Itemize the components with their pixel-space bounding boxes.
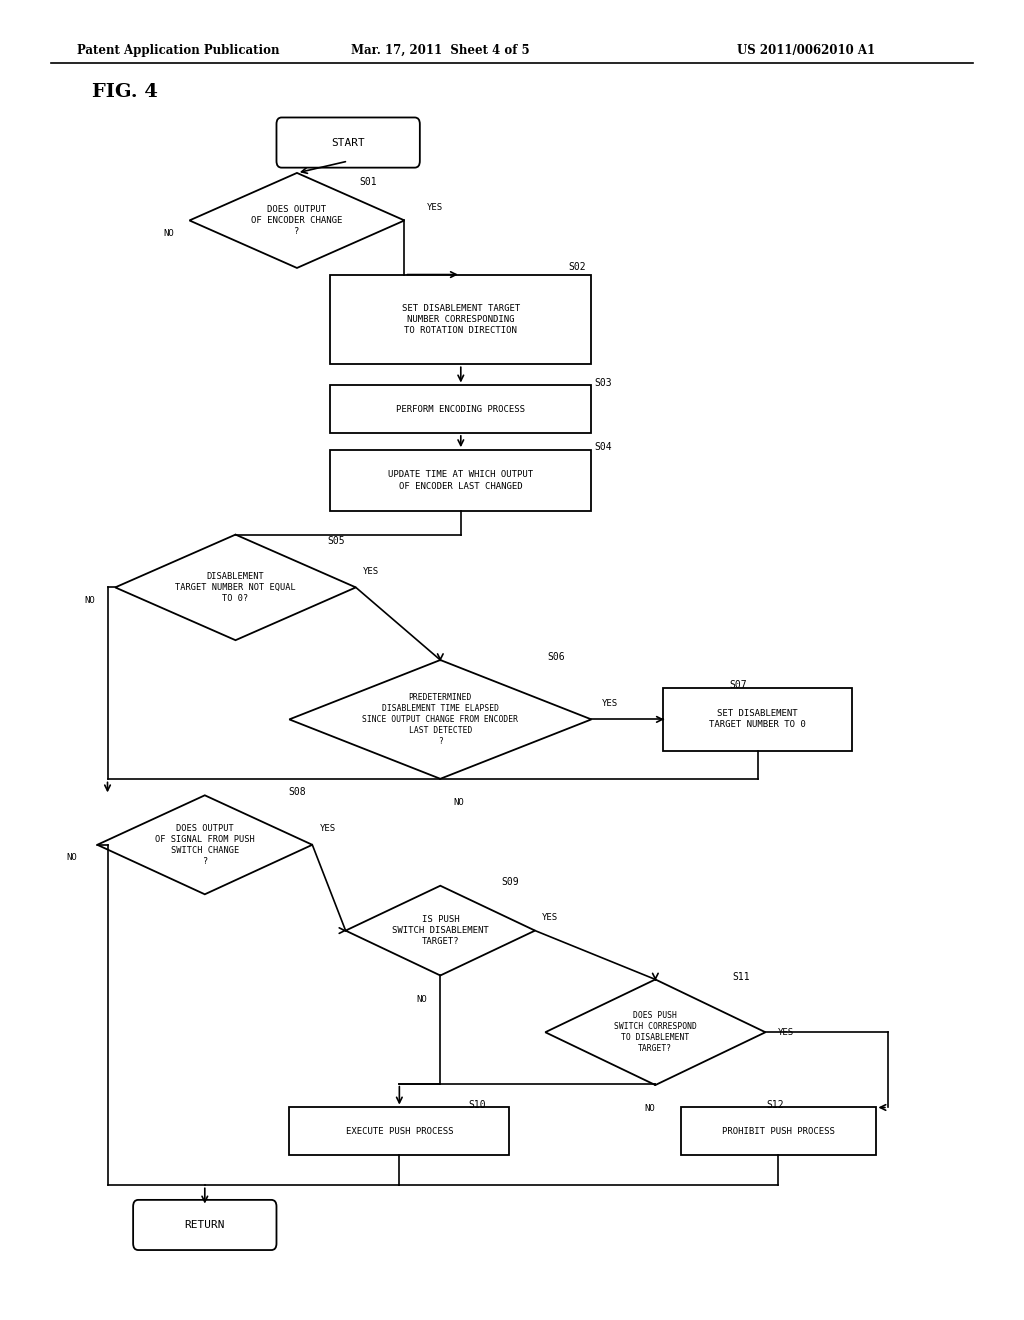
Text: DISABLEMENT
TARGET NUMBER NOT EQUAL
TO 0?: DISABLEMENT TARGET NUMBER NOT EQUAL TO 0… xyxy=(175,572,296,603)
FancyBboxPatch shape xyxy=(133,1200,276,1250)
Text: S12: S12 xyxy=(766,1100,783,1110)
Text: S10: S10 xyxy=(468,1100,485,1110)
Bar xyxy=(681,1107,876,1155)
Text: S05: S05 xyxy=(328,536,345,546)
Text: US 2011/0062010 A1: US 2011/0062010 A1 xyxy=(737,44,876,57)
Text: Patent Application Publication: Patent Application Publication xyxy=(77,44,280,57)
Text: SET DISABLEMENT TARGET
NUMBER CORRESPONDING
TO ROTATION DIRECTION: SET DISABLEMENT TARGET NUMBER CORRESPOND… xyxy=(401,304,520,335)
Text: S04: S04 xyxy=(594,442,611,453)
Text: EXECUTE PUSH PROCESS: EXECUTE PUSH PROCESS xyxy=(346,1127,453,1135)
Text: NO: NO xyxy=(417,995,427,1003)
Text: START: START xyxy=(332,137,365,148)
Text: PREDETERMINED
DISABLEMENT TIME ELAPSED
SINCE OUTPUT CHANGE FROM ENCODER
LAST DET: PREDETERMINED DISABLEMENT TIME ELAPSED S… xyxy=(362,693,518,746)
Bar xyxy=(664,688,852,751)
Text: YES: YES xyxy=(364,568,379,576)
Text: FIG. 4: FIG. 4 xyxy=(92,83,158,102)
Bar xyxy=(290,1107,510,1155)
Text: Mar. 17, 2011  Sheet 4 of 5: Mar. 17, 2011 Sheet 4 of 5 xyxy=(351,44,529,57)
Text: IS PUSH
SWITCH DISABLEMENT
TARGET?: IS PUSH SWITCH DISABLEMENT TARGET? xyxy=(392,915,488,946)
Text: S11: S11 xyxy=(732,972,750,982)
Text: UPDATE TIME AT WHICH OUTPUT
OF ENCODER LAST CHANGED: UPDATE TIME AT WHICH OUTPUT OF ENCODER L… xyxy=(388,470,534,491)
Text: PROHIBIT PUSH PROCESS: PROHIBIT PUSH PROCESS xyxy=(722,1127,835,1135)
Text: S01: S01 xyxy=(359,177,378,187)
Polygon shape xyxy=(289,660,592,779)
Bar xyxy=(330,450,592,511)
Text: YES: YES xyxy=(319,825,336,833)
Text: S03: S03 xyxy=(594,378,611,388)
Text: NO: NO xyxy=(645,1105,655,1113)
Text: S09: S09 xyxy=(502,876,519,887)
Text: RETURN: RETURN xyxy=(184,1220,225,1230)
Text: DOES OUTPUT
OF SIGNAL FROM PUSH
SWITCH CHANGE
?: DOES OUTPUT OF SIGNAL FROM PUSH SWITCH C… xyxy=(155,824,255,866)
Text: YES: YES xyxy=(778,1028,794,1036)
Polygon shape xyxy=(545,979,766,1085)
Polygon shape xyxy=(189,173,404,268)
Text: NO: NO xyxy=(84,597,95,605)
Text: DOES PUSH
SWITCH CORRESPOND
TO DISABLEMENT
TARGET?: DOES PUSH SWITCH CORRESPOND TO DISABLEME… xyxy=(614,1011,696,1053)
Text: NO: NO xyxy=(454,799,464,807)
Text: YES: YES xyxy=(427,203,443,211)
Text: NO: NO xyxy=(67,854,77,862)
Text: NO: NO xyxy=(164,230,174,238)
Polygon shape xyxy=(346,886,535,975)
Text: S06: S06 xyxy=(548,652,565,663)
Polygon shape xyxy=(116,535,356,640)
FancyBboxPatch shape xyxy=(276,117,420,168)
Text: YES: YES xyxy=(543,913,558,921)
Text: SET DISABLEMENT
TARGET NUMBER TO 0: SET DISABLEMENT TARGET NUMBER TO 0 xyxy=(710,709,806,730)
Text: PERFORM ENCODING PROCESS: PERFORM ENCODING PROCESS xyxy=(396,405,525,413)
Text: DOES OUTPUT
OF ENCODER CHANGE
?: DOES OUTPUT OF ENCODER CHANGE ? xyxy=(251,205,343,236)
Text: YES: YES xyxy=(602,700,617,708)
Text: S02: S02 xyxy=(568,261,586,272)
Bar xyxy=(330,275,592,364)
Text: S08: S08 xyxy=(289,787,306,797)
Text: S07: S07 xyxy=(729,680,746,690)
Polygon shape xyxy=(97,795,312,895)
Bar xyxy=(330,385,592,433)
